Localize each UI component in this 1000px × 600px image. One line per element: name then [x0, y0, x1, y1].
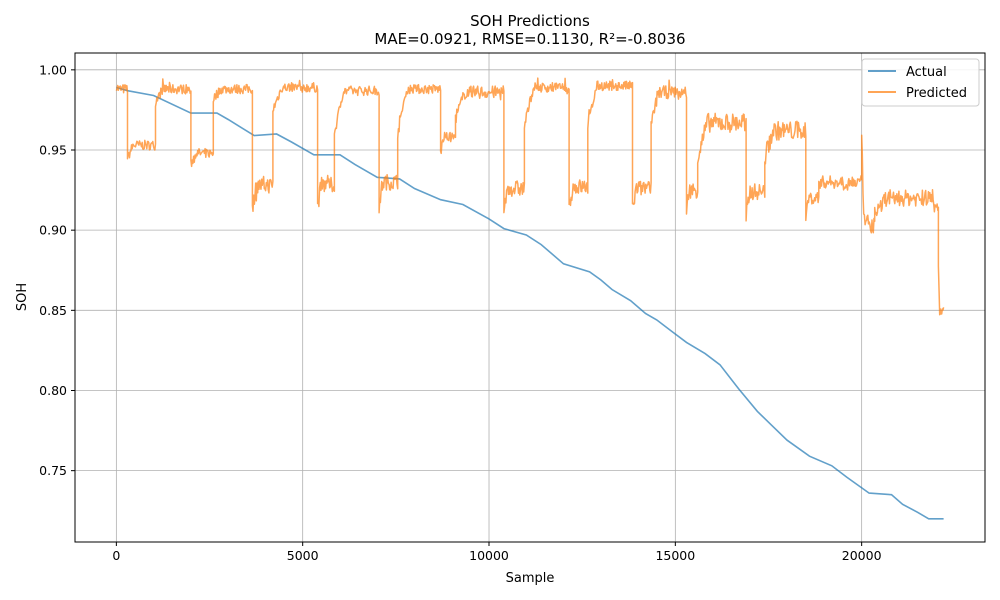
- grid-lines: [75, 53, 985, 542]
- series-line-predicted: [115, 77, 945, 316]
- series-lines: [115, 77, 945, 520]
- y-tick-label: 0.90: [39, 223, 67, 238]
- plot-frame: [74, 52, 986, 543]
- chart-title: SOH Predictions: [470, 12, 590, 30]
- y-tick-label: 1.00: [39, 62, 67, 77]
- x-tick-label: 10000: [469, 548, 509, 563]
- y-tick-label: 0.80: [39, 383, 67, 398]
- x-axis-label: Sample: [506, 571, 555, 586]
- legend: Actual Predicted: [861, 58, 980, 107]
- series-line-actual: [116, 86, 944, 520]
- axis-ticks: 0 5000 10000 15000 20000 0.75 0.80 0.85 0.90 0.95…: [39, 62, 881, 563]
- y-tick-label: 0.75: [39, 463, 67, 478]
- y-tick-label: 0.85: [39, 303, 67, 318]
- y-axis-label: SOH: [15, 283, 30, 311]
- y-tick-label: 0.95: [39, 142, 67, 157]
- x-tick-label: 20000: [842, 548, 882, 563]
- x-tick-label: 15000: [655, 548, 695, 563]
- chart-subtitle: MAE=0.0921, RMSE=0.1130, R²=-0.8036: [374, 30, 685, 48]
- x-tick-label: 0: [112, 548, 120, 563]
- legend-label-predicted: Predicted: [906, 86, 967, 101]
- x-tick-label: 5000: [287, 548, 319, 563]
- legend-label-actual: Actual: [906, 65, 947, 80]
